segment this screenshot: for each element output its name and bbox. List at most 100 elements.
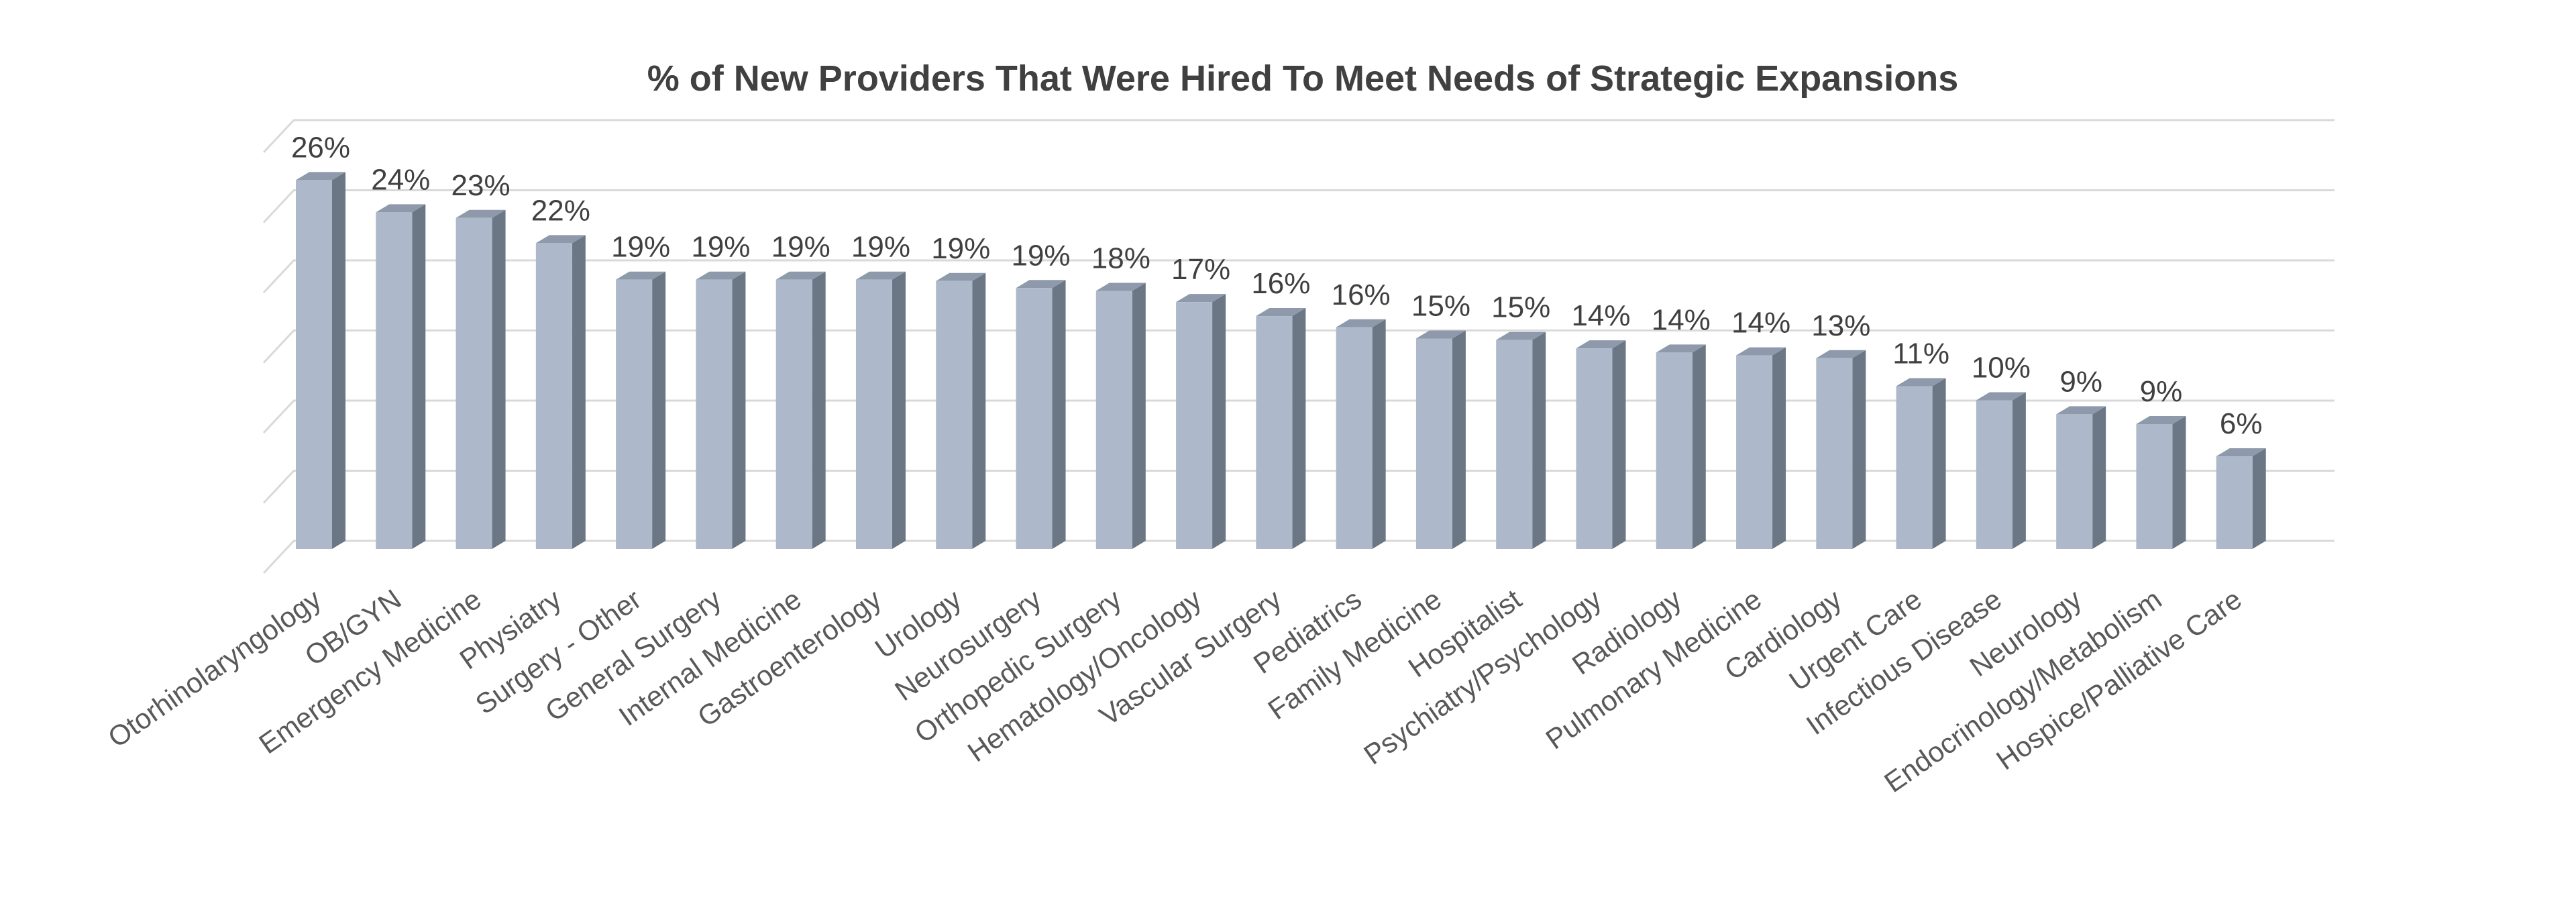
bar	[696, 271, 746, 549]
data-label: 15%	[1411, 290, 1470, 323]
bar-front	[535, 243, 572, 549]
bar	[2136, 415, 2186, 549]
bar-front	[2136, 423, 2173, 549]
bar-side	[492, 209, 506, 549]
bar-side	[1292, 308, 1306, 549]
bar-side	[332, 172, 345, 550]
gridline	[262, 329, 2334, 364]
gridlines	[262, 119, 2334, 574]
bar-front	[1256, 316, 1293, 549]
bar	[2216, 448, 2266, 549]
bar-front	[1896, 386, 1933, 549]
bar-side	[892, 271, 906, 549]
data-label: 17%	[1171, 253, 1230, 286]
data-label: 14%	[1652, 303, 1711, 336]
bar-top	[1095, 283, 1146, 291]
bar	[376, 204, 426, 549]
bar	[455, 209, 506, 549]
bar-top	[2216, 448, 2266, 457]
bar-side	[1612, 340, 1626, 549]
bar-side	[1852, 350, 1866, 549]
bar-front	[1976, 400, 2012, 549]
data-label: 24%	[371, 163, 430, 196]
bar	[1016, 280, 1066, 549]
bar-front	[1496, 340, 1533, 549]
gridline	[262, 189, 2334, 223]
bar	[1736, 347, 1786, 549]
bar-side	[732, 271, 746, 549]
bar-side	[572, 235, 586, 549]
bar-top	[1976, 392, 2026, 401]
bar	[1576, 340, 1626, 549]
bar-side	[1532, 331, 1546, 549]
bar-front	[1415, 338, 1452, 549]
data-label: 18%	[1091, 242, 1150, 274]
bar-top	[1736, 347, 1786, 356]
data-label: 9%	[2140, 375, 2183, 408]
bar-side	[1932, 378, 1946, 549]
bar-top	[376, 204, 426, 213]
bar-top	[616, 271, 666, 280]
bar-top	[1496, 331, 1546, 340]
data-label: 14%	[1571, 299, 1630, 332]
data-label: 19%	[931, 232, 990, 265]
bar	[2056, 406, 2106, 549]
data-label: 14%	[1731, 307, 1790, 340]
bar-side	[2172, 415, 2186, 549]
bar	[1896, 378, 1946, 549]
bar-top	[535, 235, 586, 244]
chart-title: % of New Providers That Were Hired To Me…	[647, 58, 1958, 99]
data-label: 19%	[771, 231, 830, 264]
bar-side	[652, 271, 666, 549]
bar	[1976, 392, 2026, 549]
bar-side	[812, 271, 826, 549]
bar-side	[1052, 280, 1066, 549]
bar	[775, 271, 826, 549]
bar-front	[1656, 352, 1693, 549]
bar-front	[1016, 288, 1053, 549]
bar-front	[1576, 348, 1613, 549]
bar-side	[412, 204, 426, 549]
bar-top	[1576, 340, 1626, 349]
bar-front	[1176, 302, 1213, 549]
bar	[855, 271, 906, 549]
bar-top	[296, 172, 345, 181]
bar	[1176, 294, 1226, 549]
bar	[1256, 308, 1306, 549]
data-label: 16%	[1251, 267, 1310, 300]
bar-top	[855, 271, 906, 280]
data-label: 10%	[1972, 351, 2031, 384]
bar-front	[2056, 414, 2093, 549]
data-label: 26%	[291, 131, 350, 164]
bar-top	[2136, 415, 2186, 424]
bar-side	[1772, 347, 1786, 549]
data-label: 9%	[2059, 365, 2102, 398]
bar-side	[2092, 406, 2106, 549]
bar-side	[972, 272, 986, 549]
bar-front	[455, 217, 492, 549]
bar-top	[1176, 294, 1226, 303]
bar-side	[1452, 330, 1466, 549]
bar-front	[1336, 327, 1373, 549]
bar-side	[2012, 392, 2026, 549]
bar-side	[1372, 319, 1386, 549]
gridline	[262, 259, 2334, 294]
bar-front	[855, 279, 892, 549]
bar	[1415, 330, 1466, 549]
bar-side	[1132, 283, 1146, 549]
bar-front	[1736, 355, 1773, 549]
bar-top	[1896, 378, 1946, 387]
bar	[535, 235, 586, 549]
bar-top	[1336, 319, 1386, 327]
bar-front	[1095, 291, 1132, 549]
bar	[1496, 331, 1546, 549]
bar-front	[1816, 358, 1853, 549]
bar-top	[1816, 350, 1866, 358]
gridline	[262, 540, 2334, 574]
data-label: 6%	[2220, 407, 2263, 440]
bar-top	[2056, 406, 2106, 415]
data-label: 23%	[451, 169, 511, 202]
bar-side	[1692, 344, 1706, 549]
